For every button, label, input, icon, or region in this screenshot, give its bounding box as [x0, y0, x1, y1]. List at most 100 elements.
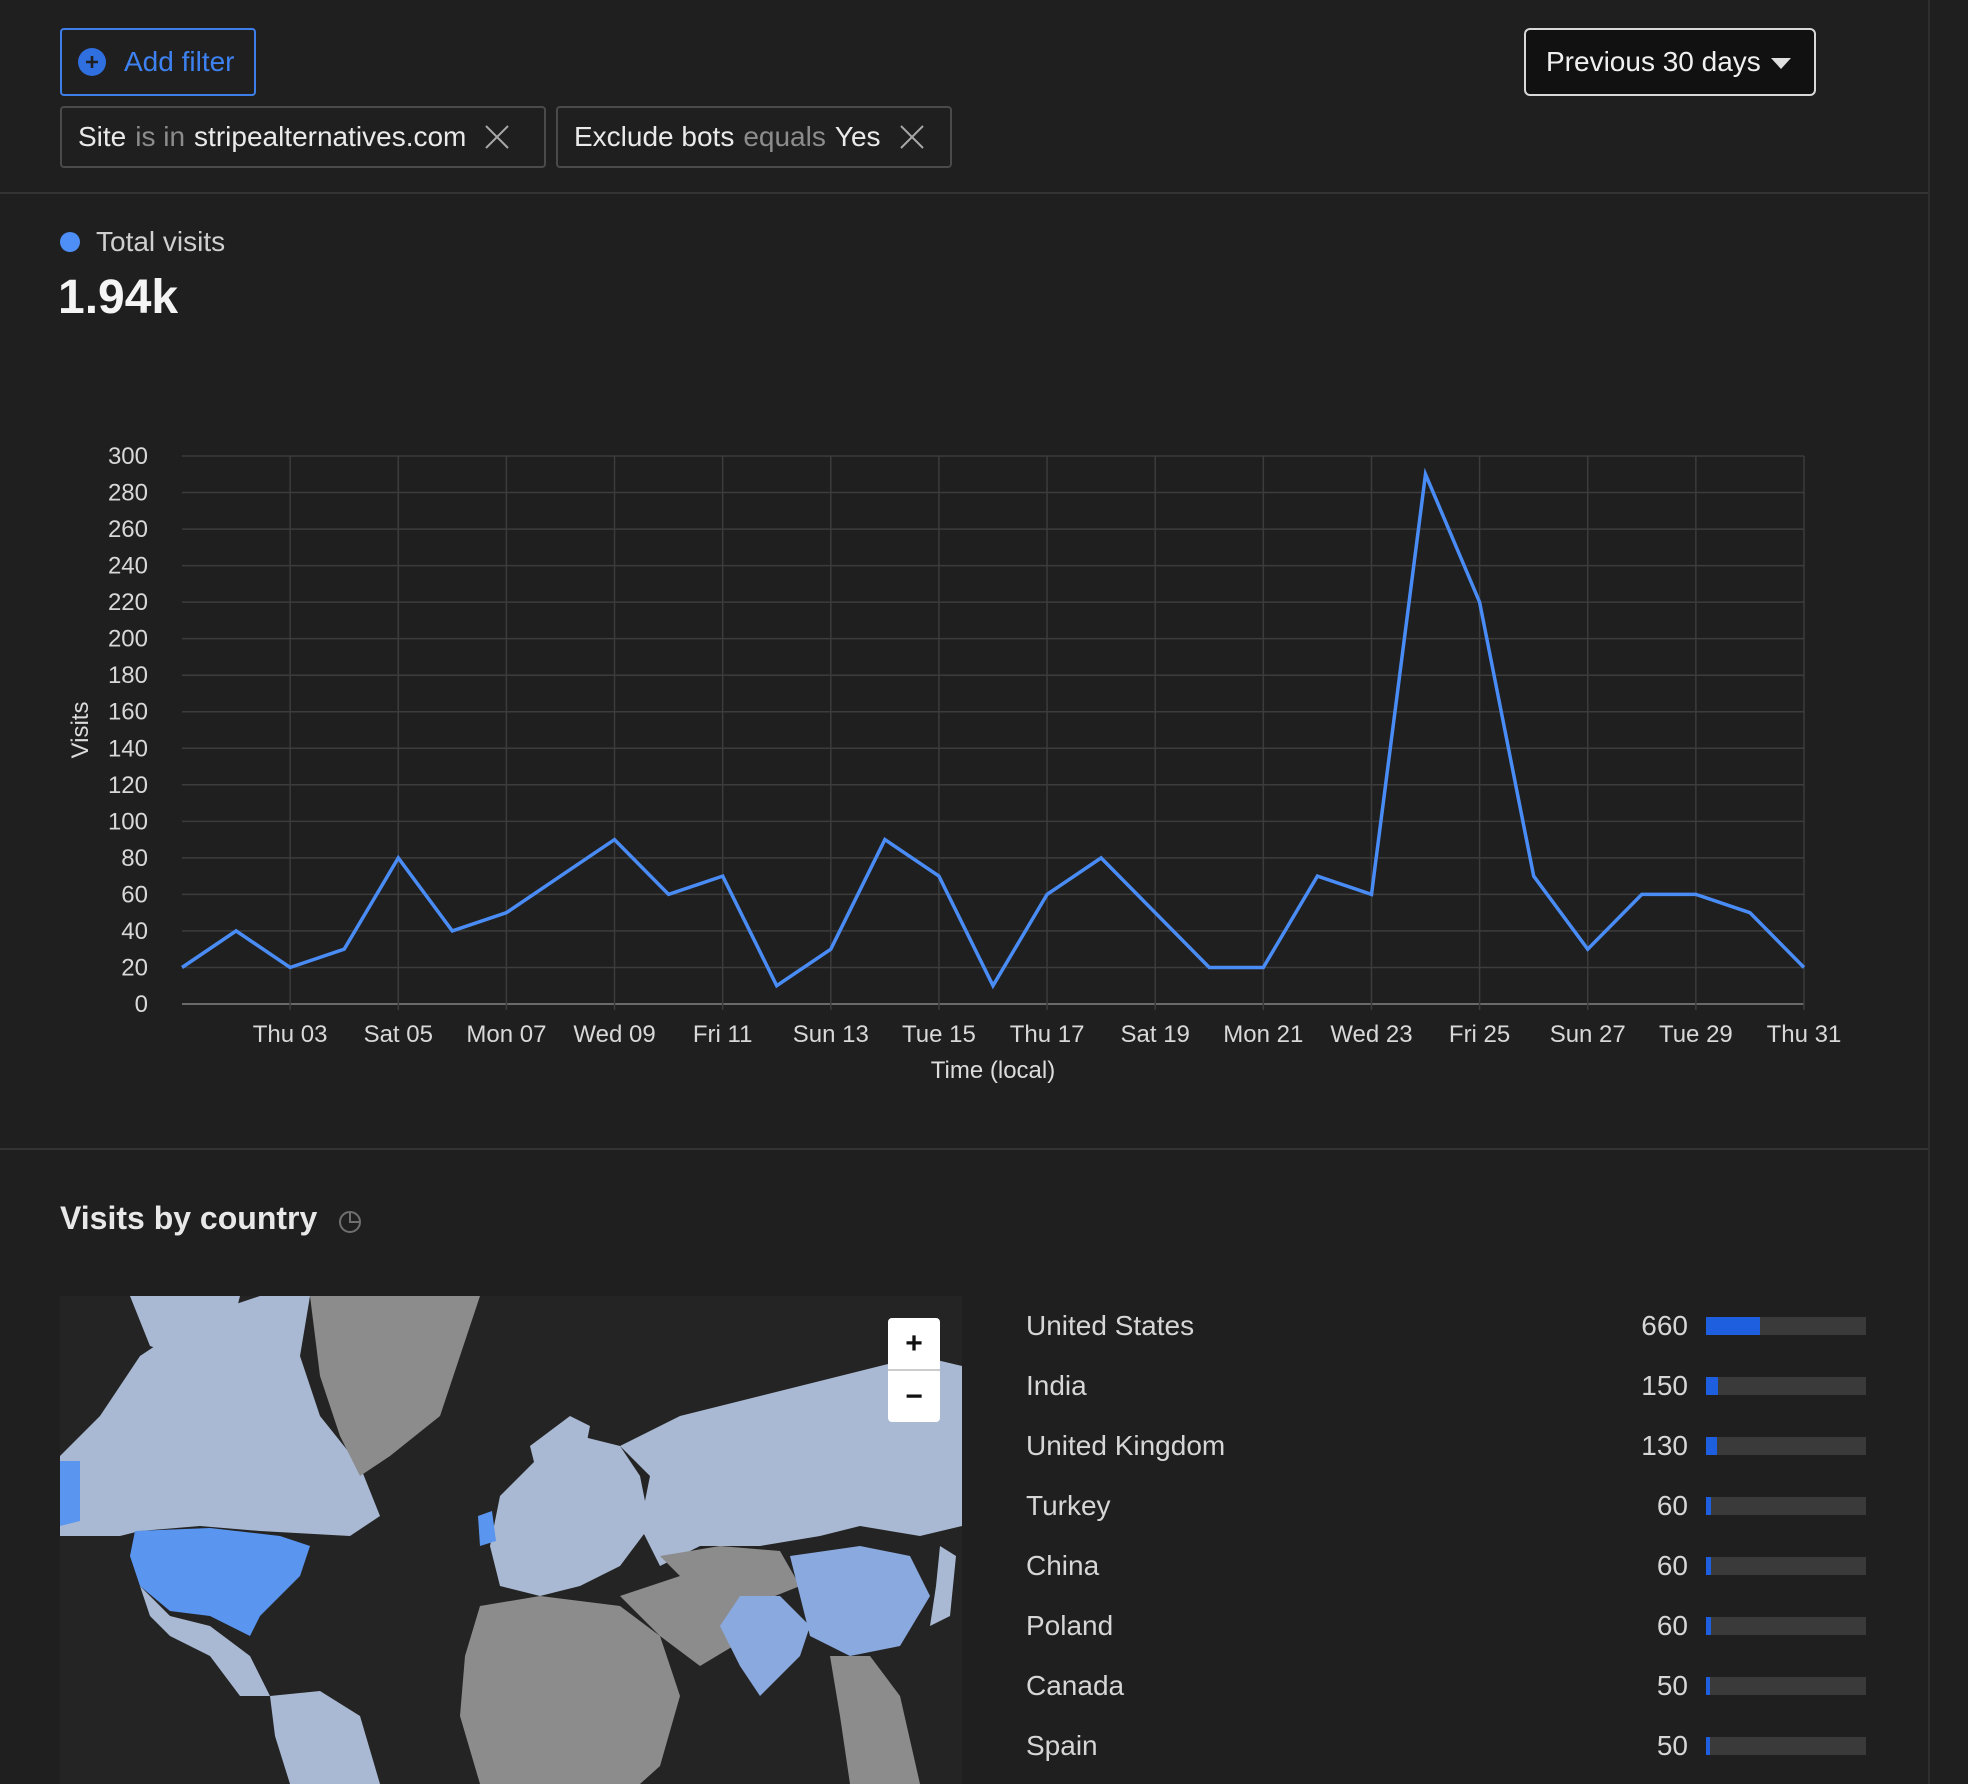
- y-tick-label: 40: [121, 918, 148, 945]
- country-name: China: [1026, 1550, 1100, 1581]
- country-name: United States: [1026, 1310, 1195, 1341]
- x-tick-label: Thu 31: [1767, 1021, 1842, 1048]
- y-tick-label: 120: [108, 772, 148, 799]
- country-bar: [1706, 1677, 1866, 1695]
- divider: [0, 192, 1928, 194]
- country-bar-fill: [1706, 1497, 1711, 1515]
- country-row[interactable]: Poland 60: [1026, 1606, 1866, 1646]
- y-tick-label: 20: [121, 954, 148, 981]
- filter-value: stripealternatives.com: [194, 121, 467, 152]
- series-label: Total visits: [96, 226, 226, 257]
- zoom-out-button[interactable]: −: [905, 1379, 923, 1413]
- filter-field: Exclude bots: [574, 121, 735, 152]
- map-landmass: [60, 1296, 962, 1784]
- filter-operator: equals: [743, 121, 826, 152]
- country-bar: [1706, 1737, 1866, 1755]
- country-bar-fill: [1706, 1557, 1711, 1575]
- date-range-label: Previous 30 days: [1546, 46, 1761, 77]
- y-tick-label: 180: [108, 662, 148, 689]
- y-tick-label: 220: [108, 589, 148, 616]
- section-title: Visits by country: [60, 1200, 318, 1236]
- y-tick-label: 200: [108, 626, 148, 653]
- zoom-in-button[interactable]: +: [905, 1326, 923, 1360]
- country-value: 60: [1656, 1490, 1688, 1521]
- x-tick-label: Fri 25: [1449, 1021, 1510, 1048]
- x-axis-label: Time (local): [931, 1057, 1055, 1084]
- country-bar: [1706, 1557, 1866, 1575]
- x-tick-label: Wed 09: [573, 1021, 655, 1048]
- zoom-divider: [888, 1369, 940, 1371]
- filter-operator: is in: [135, 121, 186, 152]
- x-tick-label: Mon 07: [466, 1021, 546, 1048]
- country-name: India: [1026, 1370, 1087, 1401]
- country-bar: [1706, 1317, 1866, 1335]
- world-map[interactable]: [60, 1296, 962, 1784]
- country-name: Poland: [1026, 1610, 1114, 1641]
- country-value: 60: [1656, 1610, 1688, 1641]
- y-tick-label: 160: [108, 699, 148, 726]
- x-tick-label: Sun 27: [1550, 1021, 1626, 1048]
- series-legend: Total visits: [60, 226, 225, 258]
- x-tick-label: Sun 13: [793, 1021, 869, 1048]
- country-row[interactable]: United States 660: [1026, 1306, 1866, 1346]
- country-row[interactable]: Canada 50: [1026, 1666, 1866, 1706]
- y-tick-label: 300: [108, 443, 148, 470]
- total-visits-value: 1.94k: [58, 271, 179, 324]
- country-bar: [1706, 1377, 1866, 1395]
- country-bar: [1706, 1437, 1866, 1455]
- country-bar-fill: [1706, 1617, 1711, 1635]
- x-tick-label: Mon 21: [1223, 1021, 1303, 1048]
- y-axis-label: Visits: [67, 702, 94, 759]
- add-filter-label: Add filter: [124, 46, 235, 77]
- country-bar: [1706, 1497, 1866, 1515]
- plus-circle-icon: [78, 48, 106, 76]
- filter-chip-exclude-bots[interactable]: Exclude bots equals Yes: [556, 106, 952, 168]
- country-row[interactable]: Spain 50: [1026, 1726, 1866, 1766]
- caret-down-icon: [1770, 58, 1791, 69]
- x-tick-label: Sat 19: [1121, 1021, 1190, 1048]
- add-filter-button[interactable]: Add filter: [60, 28, 256, 96]
- country-value: 660: [1641, 1310, 1688, 1341]
- y-tick-label: 240: [108, 553, 148, 580]
- y-tick-label: 260: [108, 516, 148, 543]
- x-tick-label: Tue 15: [902, 1021, 976, 1048]
- y-tick-label: 0: [135, 991, 148, 1018]
- divider: [0, 1148, 1928, 1150]
- pie-chart-icon[interactable]: [337, 1206, 363, 1233]
- filter-chip-site[interactable]: Site is in stripealternatives.com: [60, 106, 546, 168]
- country-row[interactable]: China 60: [1026, 1546, 1866, 1586]
- country-value: 130: [1641, 1430, 1688, 1461]
- x-tick-label: Fri 11: [693, 1021, 753, 1048]
- page-right-border: [1928, 0, 1930, 1784]
- series-color-dot: [60, 232, 80, 252]
- date-range-select[interactable]: Previous 30 days: [1524, 28, 1816, 96]
- x-tick-label: Wed 23: [1330, 1021, 1412, 1048]
- map-zoom-controls: + −: [888, 1318, 940, 1422]
- y-tick-label: 140: [108, 735, 148, 762]
- country-bar-fill: [1706, 1437, 1717, 1455]
- y-tick-label: 280: [108, 480, 148, 507]
- visits-by-country-header: Visits by country: [60, 1200, 363, 1237]
- country-value: 60: [1656, 1550, 1688, 1581]
- country-row[interactable]: Turkey 60: [1026, 1486, 1866, 1526]
- country-row[interactable]: United Kingdom 130: [1026, 1426, 1866, 1466]
- country-bar-fill: [1706, 1737, 1711, 1755]
- country-name: Turkey: [1026, 1490, 1111, 1521]
- country-bar-fill: [1706, 1677, 1711, 1695]
- country-row[interactable]: India 150: [1026, 1366, 1866, 1406]
- country-value: 50: [1656, 1670, 1688, 1701]
- country-bar-fill: [1706, 1377, 1719, 1395]
- country-value: 150: [1641, 1370, 1688, 1401]
- remove-filter-icon[interactable]: [899, 124, 925, 150]
- remove-filter-icon[interactable]: [484, 124, 510, 150]
- y-tick-label: 100: [108, 808, 148, 835]
- country-bar-fill: [1706, 1317, 1761, 1335]
- x-tick-label: Thu 03: [253, 1021, 328, 1048]
- country-value: 50: [1656, 1730, 1688, 1761]
- x-tick-label: Thu 17: [1010, 1021, 1085, 1048]
- country-name: Spain: [1026, 1730, 1098, 1761]
- y-tick-label: 60: [121, 881, 148, 908]
- series-line-total-visits: [181, 467, 1806, 990]
- x-tick-label: Tue 29: [1659, 1021, 1733, 1048]
- filter-value: Yes: [834, 121, 881, 152]
